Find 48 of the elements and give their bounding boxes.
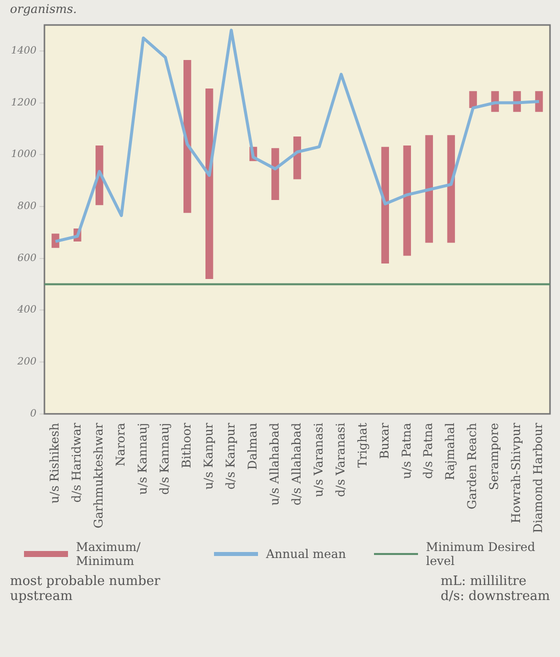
- x-tick-label: Howrah-Shivpur: [509, 422, 524, 524]
- x-tick-label: Bithoor: [179, 422, 194, 468]
- x-tick-label: d/s Kannauj: [157, 422, 172, 495]
- x-tick-label: Rajmahal: [443, 422, 458, 480]
- x-tick-label: Trighat: [355, 422, 370, 468]
- x-tick-label: u/s Allahabad: [267, 422, 282, 506]
- text: upstream: [10, 589, 74, 604]
- bar: [381, 146, 389, 264]
- x-tick-label: d/s Patna: [421, 422, 436, 479]
- x-tick-label: d/s Haridwar: [70, 422, 84, 503]
- y-tick-label: 400: [16, 304, 38, 316]
- legend-label: Minimum Desired level: [426, 540, 536, 568]
- bar: [469, 91, 477, 108]
- x-tick-label: d/s Kanpur: [223, 422, 238, 490]
- bar: [403, 146, 411, 256]
- x-tick-label: u/s Patna: [399, 422, 414, 479]
- x-tick-label: Garden Reach: [465, 422, 480, 510]
- y-tick-label: 600: [17, 252, 38, 264]
- x-tick-label: Narora: [114, 422, 128, 466]
- x-tick-label: Buxar: [377, 422, 392, 460]
- bar: [425, 135, 433, 243]
- bar: [447, 135, 455, 243]
- x-tick-label: Garhmukteshwar: [92, 422, 106, 528]
- text: mL: millilitre: [440, 574, 528, 589]
- text: most probable number: [10, 574, 160, 589]
- bar: [183, 60, 192, 213]
- x-tick-label: Diamond Harbour: [531, 422, 546, 534]
- x-tick-label: Dalmau: [245, 422, 260, 470]
- text: organisms.: [10, 2, 78, 16]
- bar: [271, 148, 280, 200]
- y-tick-label: 0: [30, 408, 38, 420]
- bar: [535, 91, 543, 112]
- y-tick-label: 1200: [10, 97, 38, 108]
- y-tick-label: 1400: [10, 46, 38, 57]
- x-tick-label: u/s Kannauj: [135, 422, 150, 495]
- x-tick-label: d/s Allahabad: [289, 422, 304, 506]
- legend-label: Maximum/ Minimum: [76, 540, 142, 568]
- y-tick-label: 1000: [10, 149, 38, 160]
- x-tick-label: d/s Varanasi: [333, 422, 348, 498]
- x-tick-label: u/s Varanasi: [311, 422, 326, 498]
- text: d/s: downstream: [440, 589, 550, 604]
- y-tick-label: 800: [17, 201, 38, 212]
- x-tick-label: u/s Kanpur: [201, 422, 216, 490]
- y-tick-label: 200: [16, 356, 38, 368]
- bar: [205, 88, 214, 280]
- x-tick-label: u/s Rishikesh: [48, 422, 62, 504]
- x-tick-label: Serampore: [487, 422, 502, 490]
- legend-label: Annual mean: [266, 547, 346, 561]
